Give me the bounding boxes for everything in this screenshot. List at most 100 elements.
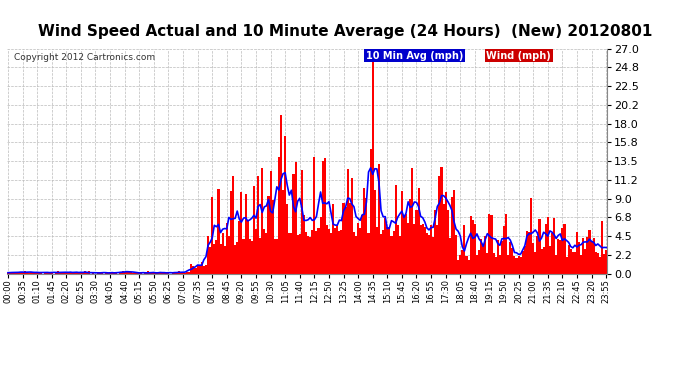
Bar xyxy=(92,273,95,274)
Bar xyxy=(205,266,207,274)
Bar xyxy=(155,272,157,274)
Bar xyxy=(534,252,536,274)
Bar xyxy=(582,238,584,274)
Bar xyxy=(276,239,278,274)
Bar xyxy=(109,273,111,274)
Bar xyxy=(240,192,242,274)
Bar xyxy=(250,241,253,274)
Bar xyxy=(219,244,221,274)
Bar xyxy=(444,192,446,274)
Bar xyxy=(491,215,493,274)
Bar xyxy=(178,272,180,274)
Bar xyxy=(78,272,80,274)
Bar xyxy=(268,196,270,274)
Bar xyxy=(336,225,338,274)
Bar xyxy=(290,232,293,274)
Bar xyxy=(186,272,188,274)
Bar xyxy=(470,216,472,274)
Bar xyxy=(489,214,491,274)
Bar xyxy=(238,221,240,274)
Bar xyxy=(284,136,286,274)
Bar xyxy=(420,225,422,274)
Bar xyxy=(522,251,524,274)
Bar xyxy=(257,177,259,274)
Bar xyxy=(380,234,382,274)
Bar xyxy=(311,230,313,274)
Bar xyxy=(486,252,489,274)
Bar xyxy=(28,273,30,274)
Bar xyxy=(544,224,546,274)
Bar xyxy=(366,198,368,274)
Bar xyxy=(464,225,466,274)
Bar xyxy=(348,203,351,274)
Bar xyxy=(278,157,280,274)
Bar xyxy=(32,272,34,274)
Bar xyxy=(280,116,282,274)
Bar xyxy=(476,255,478,274)
Bar xyxy=(417,188,420,274)
Bar xyxy=(364,189,366,274)
Bar xyxy=(188,272,190,274)
Bar xyxy=(482,246,484,274)
Bar xyxy=(589,230,591,274)
Bar xyxy=(497,240,499,274)
Bar xyxy=(303,214,305,274)
Bar xyxy=(578,242,580,274)
Bar xyxy=(166,273,168,274)
Bar xyxy=(434,210,436,274)
Bar xyxy=(391,236,393,274)
Bar xyxy=(174,273,176,274)
Bar xyxy=(540,249,542,274)
Bar xyxy=(572,252,574,274)
Bar xyxy=(359,228,362,274)
Bar xyxy=(422,224,424,274)
Text: Wind (mph): Wind (mph) xyxy=(486,51,551,61)
Bar xyxy=(328,229,330,274)
Bar xyxy=(546,217,549,274)
Bar xyxy=(558,239,560,274)
Bar xyxy=(511,248,513,274)
Bar xyxy=(144,273,146,274)
Bar xyxy=(353,232,355,274)
Bar xyxy=(409,199,411,274)
Bar xyxy=(46,272,48,274)
Bar xyxy=(207,236,209,274)
Bar xyxy=(17,273,19,274)
Bar xyxy=(307,236,309,274)
Bar xyxy=(407,224,409,274)
Bar xyxy=(21,272,23,274)
Bar xyxy=(128,272,130,274)
Bar xyxy=(230,191,232,274)
Bar xyxy=(436,225,438,274)
Text: 10 Min Avg (mph): 10 Min Avg (mph) xyxy=(366,51,463,61)
Bar xyxy=(340,230,342,274)
Bar xyxy=(605,250,607,274)
Bar xyxy=(499,255,501,274)
Bar xyxy=(334,228,336,274)
Bar xyxy=(403,216,405,274)
Bar xyxy=(72,273,74,274)
Bar xyxy=(295,162,297,274)
Bar xyxy=(457,260,460,274)
Bar xyxy=(599,257,601,274)
Bar xyxy=(357,223,359,274)
Bar xyxy=(451,197,453,274)
Bar xyxy=(164,272,166,274)
Bar xyxy=(424,226,426,274)
Bar xyxy=(440,167,442,274)
Bar xyxy=(562,228,564,274)
Bar xyxy=(80,272,82,274)
Bar xyxy=(397,225,399,274)
Bar xyxy=(315,231,317,274)
Bar xyxy=(503,226,505,274)
Bar xyxy=(255,230,257,274)
Bar xyxy=(211,197,213,274)
Bar xyxy=(119,272,121,274)
Bar xyxy=(70,272,72,274)
Bar xyxy=(332,204,334,274)
Bar xyxy=(68,272,70,274)
Bar xyxy=(574,252,576,274)
Bar xyxy=(362,215,364,274)
Bar xyxy=(172,273,174,274)
Bar xyxy=(532,243,534,274)
